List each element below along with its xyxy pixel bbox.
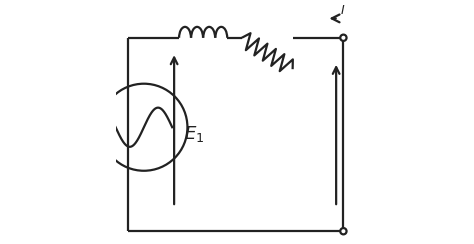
Text: $E_1$: $E_1$ <box>184 124 204 144</box>
Text: $I$: $I$ <box>340 4 345 17</box>
Circle shape <box>340 35 346 41</box>
Circle shape <box>340 228 346 234</box>
